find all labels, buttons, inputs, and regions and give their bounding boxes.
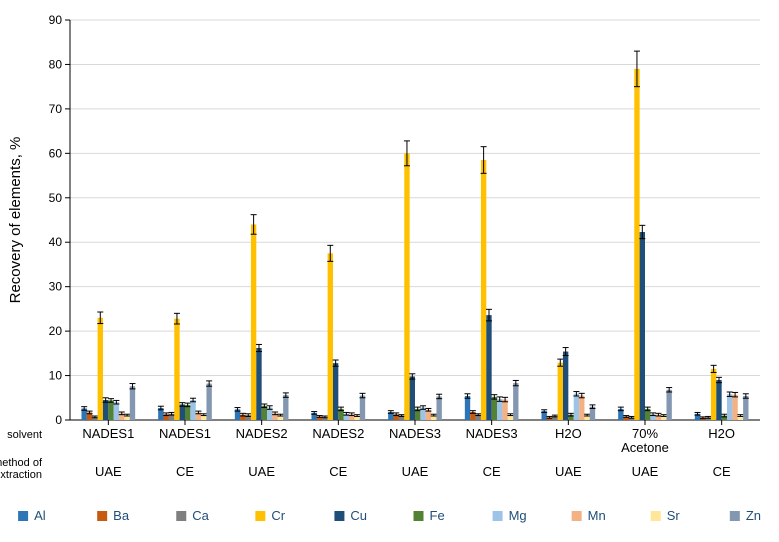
bar bbox=[108, 400, 113, 420]
bar bbox=[563, 352, 568, 420]
bar bbox=[465, 396, 470, 420]
bar bbox=[716, 380, 721, 420]
bar bbox=[114, 402, 119, 420]
bar bbox=[492, 397, 497, 420]
bar bbox=[251, 224, 256, 420]
legend-swatch bbox=[334, 511, 344, 521]
legend-swatch bbox=[651, 511, 661, 521]
legend-label: Cu bbox=[350, 508, 367, 523]
legend-swatch bbox=[97, 511, 107, 521]
x-method-label: UAE bbox=[632, 464, 659, 479]
x-method-label: UAE bbox=[555, 464, 582, 479]
bar bbox=[727, 394, 732, 420]
legend-label: Fe bbox=[430, 508, 445, 523]
x-solvent-label: H2O bbox=[708, 426, 735, 441]
legend-swatch bbox=[255, 511, 265, 521]
legend-swatch bbox=[730, 511, 740, 521]
bar bbox=[666, 390, 671, 420]
bar bbox=[328, 253, 333, 420]
bar bbox=[410, 376, 415, 420]
y-tick-label: 50 bbox=[49, 191, 63, 205]
x-solvent-label: H2O bbox=[555, 426, 582, 441]
x-solvent-label: NADES3 bbox=[466, 426, 518, 441]
bar bbox=[502, 400, 507, 420]
bar bbox=[404, 153, 409, 420]
legend-label: Mg bbox=[509, 508, 527, 523]
x-method-label: CE bbox=[483, 464, 501, 479]
bar bbox=[558, 363, 563, 420]
x-method-label: CE bbox=[329, 464, 347, 479]
bar bbox=[360, 396, 365, 420]
legend-label: Cr bbox=[271, 508, 285, 523]
bar bbox=[743, 396, 748, 420]
bar bbox=[481, 160, 486, 420]
x-solvent-label: NADES1 bbox=[159, 426, 211, 441]
bar bbox=[732, 395, 737, 420]
bar bbox=[497, 399, 502, 420]
bar bbox=[513, 383, 518, 420]
legend-label: Mn bbox=[588, 508, 606, 523]
y-tick-label: 10 bbox=[49, 369, 63, 383]
bar bbox=[486, 315, 491, 420]
bar bbox=[206, 384, 211, 420]
legend-label: Ba bbox=[113, 508, 130, 523]
legend-swatch bbox=[493, 511, 503, 521]
legend-label: Sr bbox=[667, 508, 681, 523]
y-tick-label: 40 bbox=[49, 235, 63, 249]
legend-swatch bbox=[176, 511, 186, 521]
x-solvent-label: NADES3 bbox=[389, 426, 441, 441]
legend-swatch bbox=[572, 511, 582, 521]
x-method-label: UAE bbox=[248, 464, 275, 479]
x-solvent-label: Acetone bbox=[621, 440, 669, 455]
x-solvent-label: NADES2 bbox=[312, 426, 364, 441]
bar bbox=[283, 395, 288, 420]
legend-swatch bbox=[414, 511, 424, 521]
bar bbox=[640, 232, 645, 420]
bar bbox=[333, 363, 338, 420]
x-solvent-label: NADES1 bbox=[82, 426, 134, 441]
bar bbox=[711, 369, 716, 420]
bar bbox=[190, 400, 195, 420]
recovery-chart: 0 10 20 30 40 50 60 70 80 90 Recovery of elements,… bbox=[0, 0, 779, 542]
bar bbox=[130, 386, 135, 420]
x-row2-title: extraction bbox=[0, 469, 42, 481]
y-tick-label: 20 bbox=[49, 324, 63, 338]
bar bbox=[256, 348, 261, 420]
x-row1-title: solvent bbox=[7, 429, 42, 441]
y-tick-label: 70 bbox=[49, 102, 63, 116]
x-method-label: CE bbox=[713, 464, 731, 479]
x-method-label: UAE bbox=[402, 464, 429, 479]
bar bbox=[103, 400, 108, 420]
y-tick-label: 60 bbox=[49, 146, 63, 160]
bar bbox=[180, 404, 185, 420]
y-tick-label: 80 bbox=[49, 57, 63, 71]
bar bbox=[98, 318, 103, 420]
y-tick-label: 30 bbox=[49, 280, 63, 294]
y-tick-label: 90 bbox=[49, 13, 63, 27]
x-solvent-label: NADES2 bbox=[236, 426, 288, 441]
legend-label: Zn bbox=[746, 508, 761, 523]
bar bbox=[174, 319, 179, 420]
x-method-label: UAE bbox=[95, 464, 122, 479]
bar bbox=[579, 396, 584, 420]
x-method-label: CE bbox=[176, 464, 194, 479]
y-axis-label: Recovery of elements, % bbox=[7, 137, 24, 304]
legend-label: Al bbox=[34, 508, 46, 523]
x-row2-title: method of bbox=[0, 457, 43, 469]
legend-swatch bbox=[18, 511, 28, 521]
bar bbox=[634, 69, 639, 420]
y-tick-label: 0 bbox=[55, 413, 62, 427]
x-solvent-label: 70% bbox=[632, 426, 658, 441]
bar bbox=[574, 394, 579, 420]
legend-label: Ca bbox=[192, 508, 209, 523]
bar bbox=[436, 396, 441, 420]
